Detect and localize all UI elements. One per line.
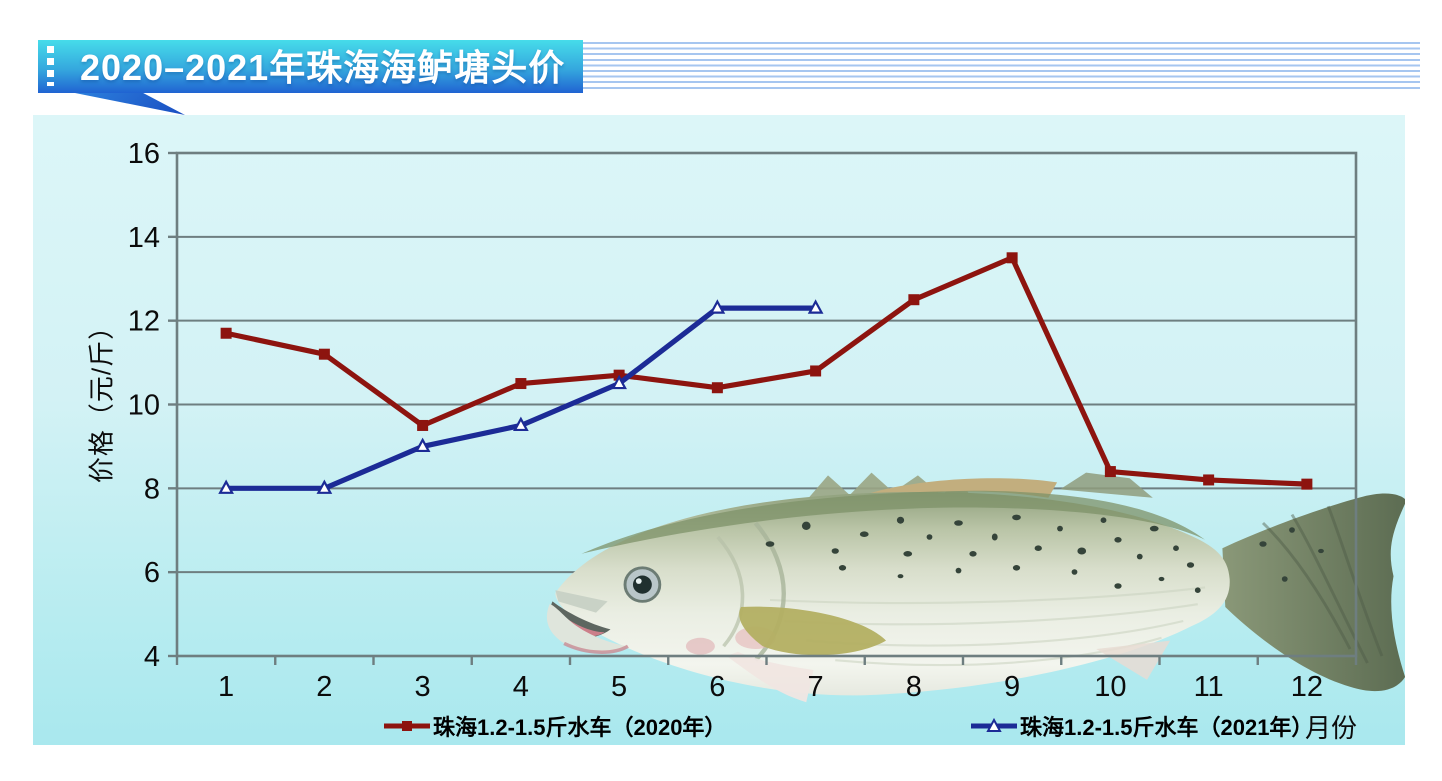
svg-text:9: 9 <box>1004 671 1020 703</box>
y-tick-labels: 4 6 8 10 12 14 16 <box>128 138 160 673</box>
svg-text:3: 3 <box>415 671 431 703</box>
svg-text:2: 2 <box>316 671 332 703</box>
legend-line-triangle-icon <box>971 718 1017 732</box>
x-axis-title: 月份 <box>1305 713 1358 743</box>
banner-stripes-decoration <box>583 42 1420 92</box>
svg-text:12: 12 <box>128 306 160 338</box>
svg-text:6: 6 <box>709 671 725 703</box>
svg-text:4: 4 <box>513 671 529 703</box>
svg-text:1: 1 <box>218 671 234 703</box>
fish-image <box>546 472 1405 703</box>
banner-dashed-line-icon <box>47 46 54 86</box>
plot-axes <box>168 151 1358 665</box>
page-title: 2020–2021年珠海海鲈塘头价 <box>80 47 566 88</box>
banner-tail-pointer <box>75 93 185 115</box>
svg-text:10: 10 <box>1094 671 1126 703</box>
svg-text:10: 10 <box>128 390 160 422</box>
chart-panel: 4 6 8 10 12 14 16 1 2 3 4 5 6 7 8 9 10 11 12 价格（元/斤） 月份 珠… <box>33 115 1405 745</box>
title-banner: 2020–2021年珠海海鲈塘头价 <box>38 40 583 93</box>
legend-line-square-icon <box>384 721 430 731</box>
legend-label-2021: 珠海1.2-1.5斤水车（2021年） <box>1020 715 1314 740</box>
svg-text:16: 16 <box>128 138 160 170</box>
x-tick-labels: 1 2 3 4 5 6 7 8 9 10 11 12 <box>218 671 1323 703</box>
y-axis-title: 价格（元/斤） <box>86 312 117 484</box>
svg-text:6: 6 <box>144 557 160 589</box>
svg-text:5: 5 <box>611 671 627 703</box>
svg-text:11: 11 <box>1194 671 1224 703</box>
svg-text:14: 14 <box>128 222 160 254</box>
svg-text:12: 12 <box>1291 671 1323 703</box>
legend-item-2020: 珠海1.2-1.5斤水车（2020年） <box>383 712 726 740</box>
legend-label-2020: 珠海1.2-1.5斤水车（2020年） <box>433 715 727 740</box>
svg-text:8: 8 <box>906 671 922 703</box>
legend-item-2021: 珠海1.2-1.5斤水车（2021年） <box>970 712 1313 740</box>
svg-text:8: 8 <box>144 473 160 505</box>
svg-text:7: 7 <box>808 671 824 703</box>
series-lines <box>218 252 1313 494</box>
svg-text:4: 4 <box>144 641 160 673</box>
